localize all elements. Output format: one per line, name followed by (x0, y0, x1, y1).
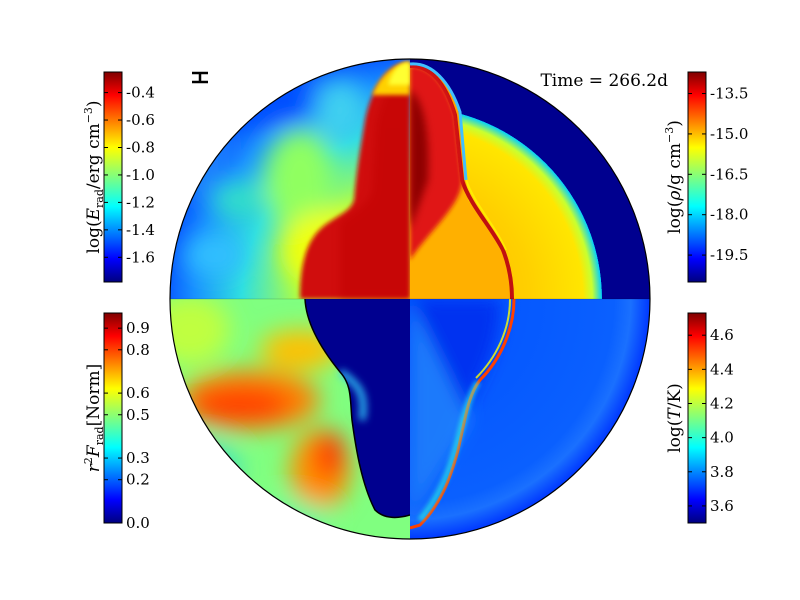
colorbar-flux: 0.9 0.8 0.6 0.5 0.3 0.2 0.0 r2Frad[Norm] (82, 312, 150, 532)
colorbar-tick-label: -0.4 (126, 84, 155, 102)
colorbar-tick-label: -15.0 (710, 125, 748, 143)
map-border (169, 58, 651, 540)
energy-density-quadrant (170, 59, 410, 299)
colorbar-tick-label: 0.0 (126, 514, 150, 532)
colorbar-ticks-temperature: 4.6 4.4 4.2 4.0 3.8 3.6 (688, 326, 734, 515)
colorbar-energy-density: -0.4 -0.6 -0.8 -1.0 -1.2 -1.4 -1.6 log(Erad/er… (82, 71, 155, 283)
colorbar-tick-label: -1.0 (126, 166, 155, 184)
colorbar-tick-label: 4.0 (710, 429, 734, 447)
colorbar-ticks-energy: -0.4 -0.6 -0.8 -1.0 -1.2 -1.4 -1.6 (104, 84, 155, 266)
colorbar-tick-label: 0.9 (126, 319, 150, 337)
colorbar-label-flux: r2Frad[Norm] (82, 364, 106, 472)
colorbar-tick-label: 4.2 (710, 394, 734, 412)
colorbar-tick-label: -13.5 (710, 85, 748, 103)
colorbar-tick-label: 3.8 (710, 463, 734, 481)
colorbar-tick-label: 0.5 (126, 406, 150, 424)
simulation-map (170, 59, 650, 539)
time-label: Time = 266.2d (540, 71, 668, 91)
colorbar-tick-label: 4.4 (710, 360, 734, 378)
colorbar-tick-label: -1.6 (126, 248, 155, 266)
colorbar-tick-label: -19.5 (710, 246, 748, 264)
colorbar-label-temperature: log(T/K) (665, 383, 685, 453)
colorbar-temperature: 4.6 4.4 4.2 4.0 3.8 3.6 log(T/K) (665, 312, 734, 524)
scale-bar (192, 71, 208, 84)
colorbar-tick-label: 0.2 (126, 471, 150, 489)
colorbar-tick-label: -18.0 (710, 206, 748, 224)
colorbar-density: -13.5 -15.0 -16.5 -18.0 -19.5 log(ρ/g cm−3) (663, 71, 748, 283)
colorbar-tick-label: 0.6 (126, 384, 150, 402)
flux-quadrant (170, 299, 410, 539)
colorbar-tick-label: -16.5 (710, 165, 748, 183)
temperature-quadrant (410, 299, 650, 539)
colorbar-tick-label: -1.2 (126, 193, 155, 211)
colorbar-ticks-density: -13.5 -15.0 -16.5 -18.0 -19.5 (688, 85, 748, 264)
colorbar-tick-label: 3.6 (710, 497, 734, 515)
colorbar-tick-label: -0.6 (126, 111, 155, 129)
colorbar-ticks-flux: 0.9 0.8 0.6 0.5 0.3 0.2 0.0 (104, 319, 150, 532)
colorbar-tick-label: -0.8 (126, 138, 155, 156)
colorbar-tick-label: 0.8 (126, 341, 150, 359)
colorbar-tick-label: 0.3 (126, 449, 150, 467)
colorbar-tick-label: 4.6 (710, 326, 734, 344)
colorbar-label-density: log(ρ/g cm−3) (663, 120, 685, 234)
colorbar-tick-label: -1.4 (126, 221, 155, 239)
colorbar-label-energy: log(Erad/erg cm−3) (82, 100, 106, 253)
